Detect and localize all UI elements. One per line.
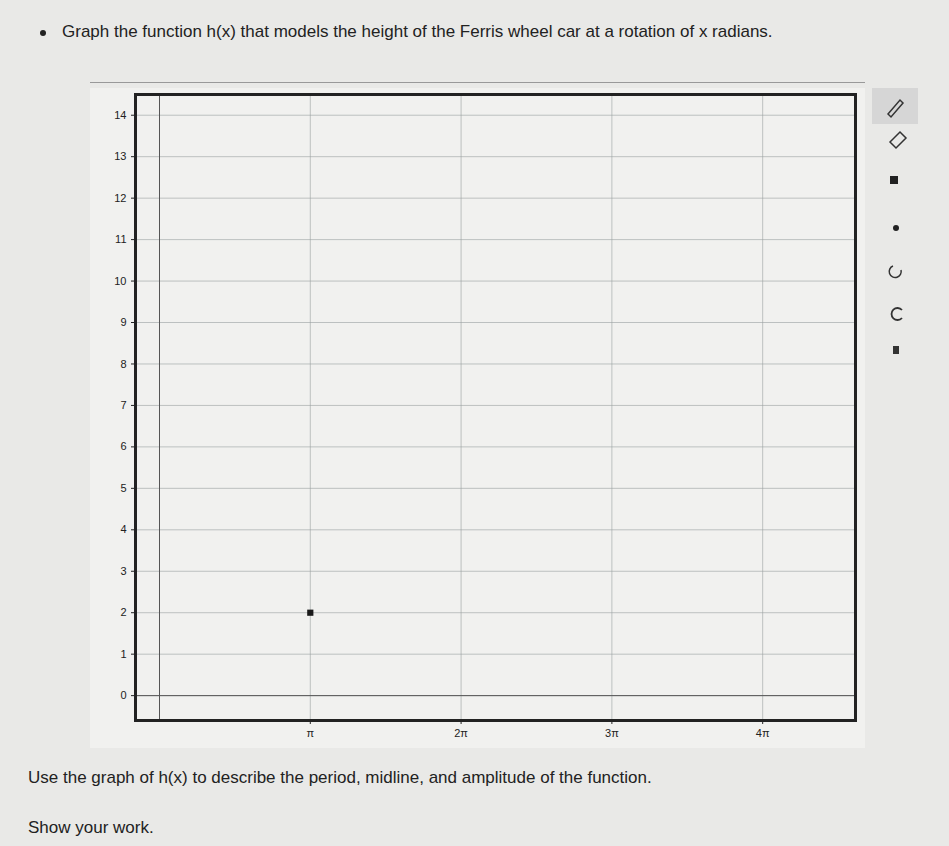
svg-text:3: 3 bbox=[120, 565, 126, 577]
svg-text:11: 11 bbox=[115, 233, 126, 245]
svg-text:7: 7 bbox=[120, 399, 126, 411]
html-text:Use the graph of h(x) to descr: Use the graph of h(x) to describe the pe… bbox=[28, 768, 652, 787]
svg-text:π: π bbox=[306, 727, 314, 739]
html-text:Show your work.: Show your work. bbox=[28, 818, 154, 837]
svg-text:6: 6 bbox=[120, 440, 126, 452]
svg-text:5: 5 bbox=[120, 482, 126, 494]
svg-text:2: 2 bbox=[120, 606, 126, 618]
svg-text:1: 1 bbox=[120, 648, 126, 660]
svg-text:10: 10 bbox=[114, 275, 126, 287]
svg-text:4: 4 bbox=[120, 523, 126, 535]
svg-text:2π: 2π bbox=[454, 727, 468, 739]
html-text:Graph the function h(x) that m: Graph the function h(x) that models the … bbox=[62, 22, 773, 41]
svg-text:0: 0 bbox=[120, 689, 126, 701]
svg-text:9: 9 bbox=[120, 316, 126, 328]
svg-text:12: 12 bbox=[114, 192, 126, 204]
svg-text:8: 8 bbox=[120, 357, 126, 369]
svg-text:13: 13 bbox=[114, 150, 126, 162]
svg-text:3π: 3π bbox=[605, 727, 619, 739]
svg-text:14: 14 bbox=[114, 109, 126, 121]
svg-text:4π: 4π bbox=[756, 727, 770, 739]
